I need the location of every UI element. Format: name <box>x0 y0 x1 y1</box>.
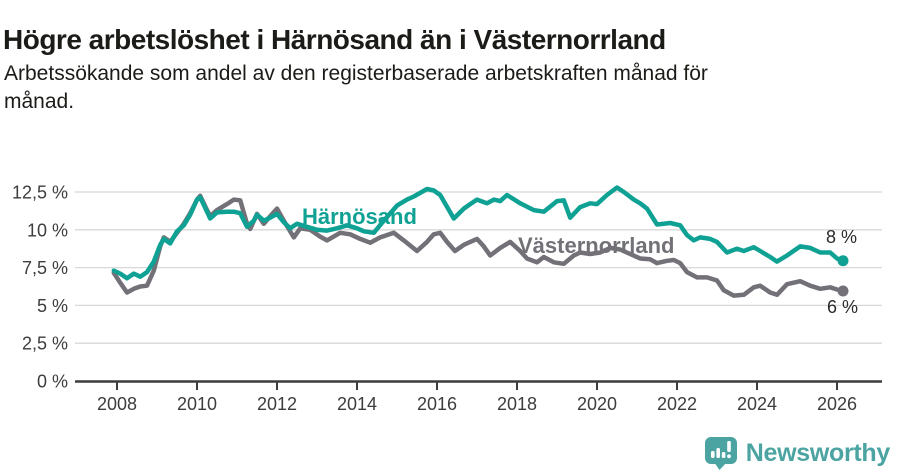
bar-chart-speech-bubble-icon <box>704 437 737 470</box>
chart-subtitle: Arbetssökande som andel av den registerb… <box>4 60 708 116</box>
y-axis-tick-label: 2,5 % <box>22 334 68 354</box>
grid-layer <box>75 191 882 344</box>
y-axis-tick-label: 7,5 % <box>22 258 68 278</box>
x-axis-tick-label: 2010 <box>177 394 217 414</box>
x-axis-tick-label: 2012 <box>257 394 297 414</box>
series-line-härnösand <box>111 185 846 281</box>
x-axis-tick-label: 2008 <box>97 394 137 414</box>
x-axis-tick-label: 2014 <box>337 394 377 414</box>
x-axis <box>75 380 882 390</box>
series-label-vasternorrland: Västernorrland <box>518 233 675 258</box>
y-axis-tick-label: 10 % <box>27 220 68 240</box>
series-end-dot-västernorrland <box>837 285 849 297</box>
chart-subtitle-line2: månad. <box>4 90 75 113</box>
chart-title: Högre arbetslöshet i Härnösand än i Väst… <box>3 23 666 55</box>
x-axis-tick-label: 2026 <box>817 394 857 414</box>
series-label-harnosand: Härnösand <box>302 204 417 229</box>
x-axis-tick-label: 2022 <box>657 394 697 414</box>
end-value-label-harnosand: 8 % <box>826 227 857 247</box>
x-axis-tick-label: 2016 <box>417 394 457 414</box>
axis-labels: 0 % 2,5 % 5 % 7,5 % 10 % 12,5 % 2008 2010 2012 20… <box>12 183 857 415</box>
x-axis-tick-label: 2018 <box>497 394 537 414</box>
y-axis-tick-label: 5 % <box>37 296 68 316</box>
newsworthy-logo[interactable]: Newsworthy <box>704 436 890 470</box>
end-value-label-vasternorrland: 6 % <box>827 297 858 317</box>
newsworthy-logo-text: Newsworthy <box>745 438 891 467</box>
series-layer <box>111 185 849 298</box>
x-axis-tick-label: 2024 <box>737 394 777 414</box>
series-end-dot-härnösand <box>837 255 849 267</box>
y-axis-tick-label: 0 % <box>37 372 68 392</box>
x-axis-tick-label: 2020 <box>577 394 617 414</box>
y-axis-tick-label: 12,5 % <box>12 183 68 203</box>
chart-subtitle-line1: Arbetssökande som andel av den registerb… <box>4 62 708 85</box>
